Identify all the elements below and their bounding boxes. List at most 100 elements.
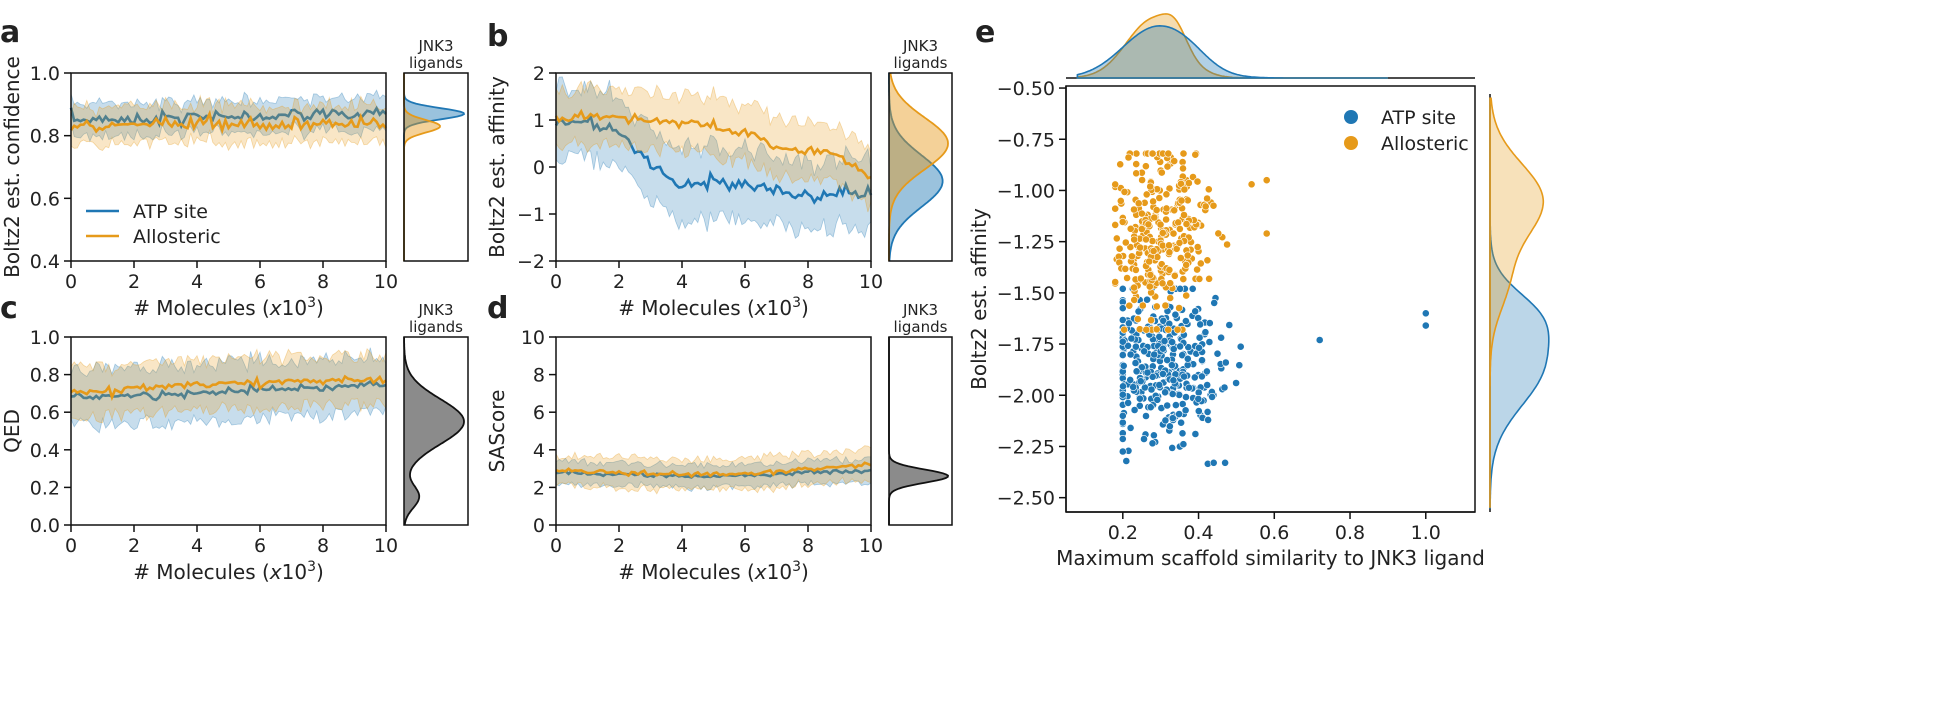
scatter-point	[1129, 383, 1138, 391]
side-density-a-atp-line	[403, 73, 466, 261]
scatter-point	[1195, 274, 1204, 283]
y-tick-label: 0.8	[30, 365, 60, 387]
scatter-point	[1180, 372, 1188, 381]
scatter-point	[1111, 204, 1120, 213]
scatter-point	[1126, 423, 1135, 432]
x-tick-label: 6	[254, 271, 266, 293]
x-tick-label: 1.0	[1411, 522, 1441, 544]
scatter-point	[1136, 377, 1145, 386]
scatter-point	[1168, 414, 1177, 423]
scatter-point	[1111, 180, 1120, 189]
scatter-point	[1153, 395, 1162, 404]
scatter-point	[1162, 190, 1171, 199]
scatter-point	[1191, 430, 1200, 438]
scatter-point	[1161, 301, 1170, 310]
scatter-point	[1116, 196, 1125, 205]
scatter-point	[1210, 298, 1219, 307]
x-axis-label-exponent: 3	[792, 559, 801, 575]
scatter-point	[1168, 390, 1177, 398]
scatter-point	[1118, 447, 1127, 456]
panel-e: 0.2 0.4 0.6 0.8 1.0 −0.50 −0.75 −1.00 −1.25 −1.50…	[967, 13, 1550, 570]
y-tick-label: 0.6	[30, 188, 60, 210]
x-axis-label: Maximum scaffold similarity to JNK3 liga…	[1056, 546, 1485, 570]
scatter-point	[1120, 187, 1129, 196]
x-tick-label: 4	[191, 535, 203, 557]
side-title-line2: ligands	[409, 318, 463, 336]
x-tick-label: 10	[374, 535, 398, 557]
scatter-point	[1132, 265, 1140, 274]
top-density-atp	[1076, 24, 1388, 79]
line-b-atp	[554, 112, 873, 205]
scatter-point	[1169, 376, 1178, 385]
scatter-point	[1217, 333, 1225, 342]
panel-c: 0 2 4 6 8 100.00.20.40.60.81.0# Molecules (x1…	[0, 291, 469, 584]
x-tick-label: 0.8	[1335, 522, 1365, 544]
line-a-allosteric	[69, 109, 387, 135]
scatter-point	[1142, 235, 1150, 244]
y-tick-label: 4	[533, 440, 545, 462]
scatter-point	[1122, 457, 1131, 465]
scatter-allosteric	[1111, 149, 1271, 334]
scatter-point	[1183, 354, 1192, 363]
side-density-d-fill	[889, 337, 948, 525]
x-tick-label: 8	[802, 535, 814, 557]
scatter-point	[1203, 381, 1212, 389]
scatter-point	[1173, 325, 1182, 334]
scatter-point	[1185, 179, 1193, 187]
legend: ATP site Allosteric	[1344, 107, 1469, 155]
x-axis-label: # Molecules (x103)	[133, 559, 324, 584]
scatter-point	[1144, 220, 1153, 229]
scatter-point	[1178, 429, 1187, 438]
scatter-point	[1194, 388, 1203, 397]
y-tick-label: 1.0	[30, 327, 60, 349]
scatter-point	[1140, 435, 1148, 443]
legend-marker-atp	[1344, 110, 1358, 124]
side-density-d-line	[888, 337, 949, 525]
scatter-point	[1121, 264, 1130, 273]
scatter-point	[1177, 418, 1185, 427]
line-b-allosteric	[554, 108, 872, 180]
scatter-point	[1148, 372, 1157, 381]
scatter-point	[1132, 160, 1141, 168]
scatter-point	[1165, 241, 1173, 250]
y-tick-label: 0.0	[30, 515, 60, 537]
scatter-point	[1225, 321, 1234, 329]
scatter-point	[1169, 229, 1178, 238]
scatter-point	[1195, 343, 1203, 352]
scatter-point	[1209, 201, 1218, 210]
scatter-point	[1148, 149, 1157, 158]
scatter-point	[1198, 356, 1206, 365]
scatter-point	[1118, 418, 1127, 427]
scatter-point	[1220, 383, 1229, 392]
scatter-point	[1196, 320, 1205, 329]
x-axis-label: # Molecules (x103)	[618, 559, 809, 584]
panel-letter: a	[0, 15, 20, 50]
scatter-point	[1148, 237, 1157, 245]
scatter-point	[1142, 412, 1150, 420]
x-tick-label: 10	[374, 271, 398, 293]
scatter-point	[1171, 310, 1180, 319]
scatter-point	[1166, 279, 1175, 288]
scatter-point	[1183, 251, 1192, 260]
scatter-point	[1190, 373, 1199, 382]
scatter-point	[1145, 282, 1154, 291]
y-tick-label: 0.4	[30, 251, 60, 273]
scatter-point	[1162, 215, 1170, 224]
scatter-point	[1170, 206, 1179, 215]
scatter-point	[1203, 256, 1212, 265]
y-axis-label: Boltz2 est. confidence	[0, 56, 24, 278]
scatter-point	[1130, 235, 1139, 244]
scatter-point	[1165, 248, 1174, 257]
scatter-point	[1146, 403, 1155, 412]
side-title-line2: ligands	[894, 54, 948, 72]
scatter-point	[1179, 275, 1188, 283]
y-axis-label: SAScore	[485, 390, 509, 473]
panel-letter: c	[0, 291, 18, 326]
band-c-allosteric	[70, 348, 387, 424]
scatter-point	[1152, 302, 1161, 311]
x-axis-label-x: x	[269, 296, 282, 320]
scatter-point	[1120, 325, 1129, 334]
legend: ATP site Allosteric	[86, 201, 221, 248]
scatter-point	[1175, 304, 1183, 312]
